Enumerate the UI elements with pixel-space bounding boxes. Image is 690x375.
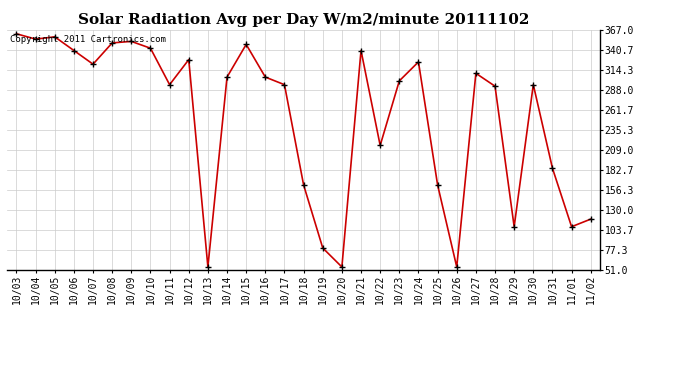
Title: Solar Radiation Avg per Day W/m2/minute 20111102: Solar Radiation Avg per Day W/m2/minute … xyxy=(78,13,529,27)
Text: Copyright 2011 Cartronics.com: Copyright 2011 Cartronics.com xyxy=(10,35,166,44)
